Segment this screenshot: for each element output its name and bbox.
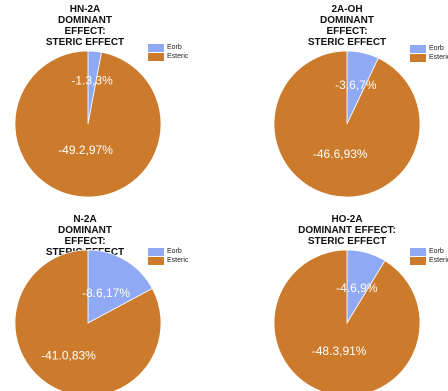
legend-swatch-eorb bbox=[410, 247, 426, 256]
legend-item-eorb: Eorb bbox=[410, 44, 448, 53]
data-label-esteric: -48.3,91% bbox=[312, 344, 367, 358]
legend-item-esteric: Esteric bbox=[148, 256, 188, 265]
legend-swatch-eorb bbox=[148, 43, 164, 52]
legend-item-eorb: Eorb bbox=[148, 43, 188, 52]
pie-slice-esteric bbox=[14, 50, 162, 198]
chart-legend: Eorb Esteric bbox=[410, 44, 448, 62]
legend-item-esteric: Esteric bbox=[410, 53, 448, 62]
data-label-eorb: -4.6,9% bbox=[336, 281, 378, 295]
pie-slice-esteric bbox=[14, 249, 162, 391]
chart-title: HO-2A DOMINANT EFFECT: STERIC EFFECT bbox=[298, 214, 396, 247]
chart-legend: Eorb Esteric bbox=[148, 247, 188, 265]
chart-legend: Eorb Esteric bbox=[410, 247, 448, 265]
data-label-esteric: -46.6,93% bbox=[313, 147, 368, 161]
legend-label-esteric: Esteric bbox=[429, 257, 448, 264]
chart-legend: Eorb Esteric bbox=[148, 43, 188, 61]
legend-label-eorb: Eorb bbox=[167, 44, 182, 51]
legend-swatch-eorb bbox=[148, 247, 164, 256]
legend-swatch-esteric bbox=[410, 256, 426, 265]
pie-slice-esteric bbox=[273, 50, 421, 198]
pie-slice-esteric bbox=[273, 249, 421, 391]
data-label-eorb: -1.3,3% bbox=[71, 73, 113, 87]
legend-label-esteric: Esteric bbox=[429, 54, 448, 61]
legend-swatch-esteric bbox=[148, 52, 164, 61]
legend-swatch-eorb bbox=[410, 44, 426, 53]
legend-label-eorb: Eorb bbox=[429, 45, 444, 52]
data-label-esteric: -49.2,97% bbox=[58, 143, 113, 157]
chart-title: 2A-OH DOMINANT EFFECT: STERIC EFFECT bbox=[307, 4, 387, 48]
data-label-eorb: -3.6,7% bbox=[335, 78, 377, 92]
legend-swatch-esteric bbox=[410, 53, 426, 62]
chart-title: HN-2A DOMINANT EFFECT: STERIC EFFECT bbox=[45, 4, 125, 48]
legend-item-eorb: Eorb bbox=[148, 247, 188, 256]
data-label-esteric: -41.0,83% bbox=[41, 349, 96, 363]
legend-label-eorb: Eorb bbox=[429, 248, 444, 255]
legend-item-esteric: Esteric bbox=[148, 52, 188, 61]
legend-item-eorb: Eorb bbox=[410, 247, 448, 256]
data-label-eorb: -8.6,17% bbox=[82, 286, 130, 300]
legend-swatch-esteric bbox=[148, 256, 164, 265]
legend-item-esteric: Esteric bbox=[410, 256, 448, 265]
legend-label-esteric: Esteric bbox=[167, 53, 189, 60]
legend-label-eorb: Eorb bbox=[167, 248, 182, 255]
legend-label-esteric: Esteric bbox=[167, 257, 189, 264]
pie-slice-eorb bbox=[87, 249, 153, 324]
